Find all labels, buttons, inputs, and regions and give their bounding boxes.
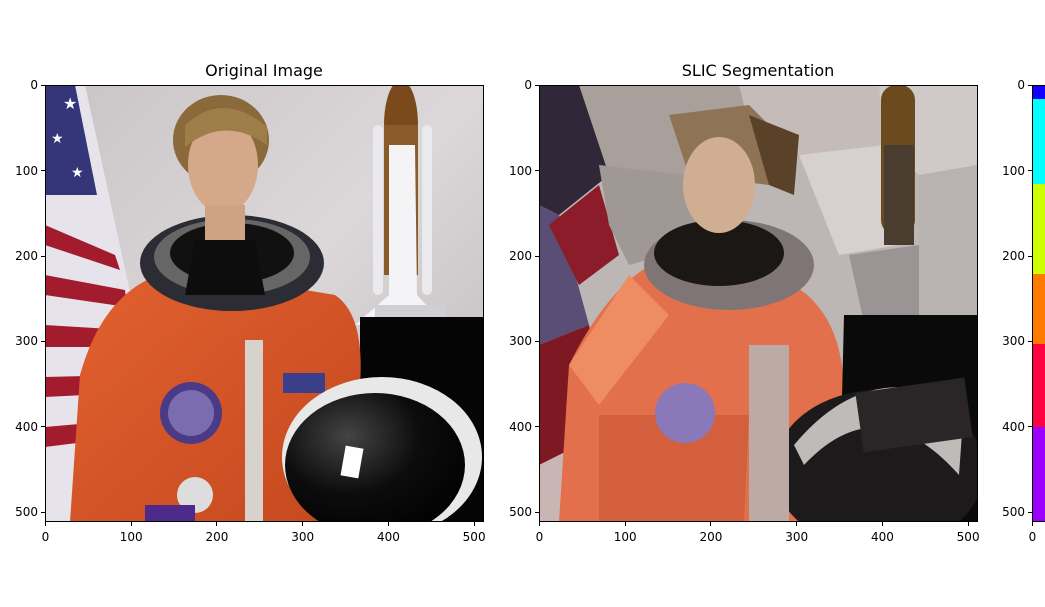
y-tick-label-original-500: 500 — [15, 505, 38, 520]
y-tick-label-original-300: 300 — [15, 334, 38, 349]
y-tick-original-300 — [41, 340, 45, 342]
y-tick-strip-100 — [1028, 170, 1032, 172]
y-tick-label-original-100: 100 — [15, 163, 38, 178]
x-tick-label-slic-0: 0 — [535, 530, 544, 544]
strip-segment-red — [1032, 344, 1045, 427]
y-tick-label-strip-300: 300 — [1002, 334, 1025, 349]
x-tick-original-300 — [302, 522, 304, 526]
y-tick-strip-0 — [1028, 84, 1032, 86]
y-tick-strip-300 — [1028, 340, 1032, 342]
y-tick-label-strip-400: 400 — [1002, 419, 1025, 434]
y-tick-label-slic-200: 200 — [509, 249, 532, 264]
color-strip — [1032, 85, 1045, 522]
x-tick-slic-500 — [967, 522, 969, 526]
y-tick-label-slic-100: 100 — [509, 163, 532, 178]
y-tick-strip-200 — [1028, 255, 1032, 257]
x-tick-label-slic-200: 200 — [699, 530, 723, 544]
x-tick-label-slic-300: 300 — [785, 530, 809, 544]
y-tick-original-500 — [41, 511, 45, 513]
y-tick-slic-100 — [535, 170, 539, 172]
y-tick-label-strip-100: 100 — [1002, 163, 1025, 178]
x-tick-label-original-200: 200 — [205, 530, 229, 544]
x-tick-strip-0 — [1031, 522, 1033, 526]
x-tick-slic-200 — [710, 522, 712, 526]
panel-title-slic: SLIC Segmentation — [681, 61, 835, 80]
y-tick-label-original-200: 200 — [15, 249, 38, 264]
y-tick-slic-400 — [535, 426, 539, 428]
x-tick-label-original-300: 300 — [291, 530, 315, 544]
x-tick-original-500 — [473, 522, 475, 526]
y-tick-original-0 — [41, 84, 45, 86]
panel-title-original: Original Image — [205, 61, 323, 80]
y-tick-label-slic-0: 0 — [524, 78, 532, 93]
y-tick-original-200 — [41, 255, 45, 257]
y-tick-slic-200 — [535, 255, 539, 257]
x-tick-label-slic-400: 400 — [870, 530, 894, 544]
y-tick-strip-400 — [1028, 426, 1032, 428]
svg-text:★: ★ — [63, 94, 77, 113]
x-tick-label-original-100: 100 — [119, 530, 143, 544]
x-tick-slic-300 — [796, 522, 798, 526]
x-tick-label-slic-500: 500 — [956, 530, 980, 544]
y-tick-slic-300 — [535, 340, 539, 342]
y-tick-original-100 — [41, 170, 45, 172]
x-tick-label-original-0: 0 — [41, 530, 50, 544]
svg-text:★: ★ — [51, 131, 64, 147]
x-tick-slic-100 — [624, 522, 626, 526]
strip-segment-yellow — [1032, 184, 1045, 274]
strip-segment-cyan — [1032, 99, 1045, 184]
y-tick-label-original-0: 0 — [30, 78, 38, 93]
y-tick-label-strip-500: 500 — [1002, 505, 1025, 520]
y-tick-slic-0 — [535, 84, 539, 86]
slic-segmentation-image — [539, 85, 978, 522]
original-image: ★ ★ ★ — [45, 85, 484, 522]
x-tick-slic-400 — [881, 522, 883, 526]
y-tick-label-strip-200: 200 — [1002, 249, 1025, 264]
x-tick-original-0 — [44, 522, 46, 526]
y-tick-label-slic-500: 500 — [509, 505, 532, 520]
x-tick-slic-0 — [538, 522, 540, 526]
y-tick-label-original-400: 400 — [15, 419, 38, 434]
svg-text:★: ★ — [71, 165, 84, 181]
x-tick-original-400 — [387, 522, 389, 526]
strip-segment-purple — [1032, 427, 1045, 522]
x-tick-label-slic-100: 100 — [613, 530, 637, 544]
y-tick-label-slic-400: 400 — [509, 419, 532, 434]
y-tick-slic-500 — [535, 511, 539, 513]
x-tick-label-original-400: 400 — [376, 530, 400, 544]
x-tick-label-original-500: 500 — [462, 530, 486, 544]
y-tick-original-400 — [41, 426, 45, 428]
y-tick-label-slic-300: 300 — [509, 334, 532, 349]
x-tick-label-strip-0: 0 — [1028, 530, 1037, 544]
y-tick-strip-500 — [1028, 511, 1032, 513]
y-tick-label-strip-0: 0 — [1017, 78, 1025, 93]
x-tick-original-100 — [130, 522, 132, 526]
strip-segment-blue — [1032, 85, 1045, 99]
strip-segment-orange — [1032, 274, 1045, 344]
x-tick-original-200 — [216, 522, 218, 526]
